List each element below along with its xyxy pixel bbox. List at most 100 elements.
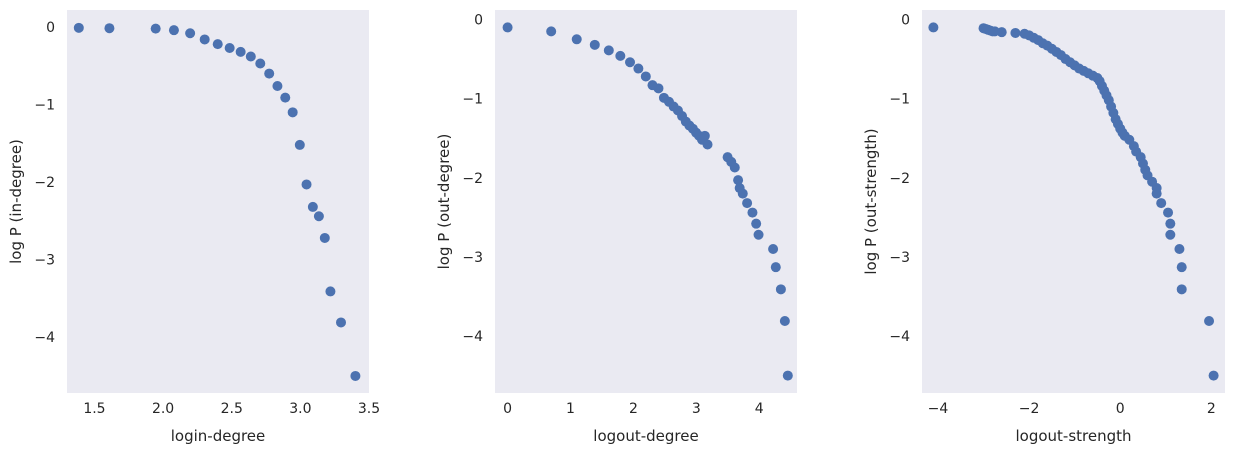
x-tick-label: 2.5 (221, 401, 243, 417)
y-tick-label: −4 (462, 329, 483, 345)
x-axis-label: logout-strength (1015, 427, 1131, 445)
y-tick-label: −1 (34, 98, 55, 114)
data-point (502, 22, 513, 33)
data-point (264, 68, 275, 79)
x-tick-label: 0 (1116, 401, 1125, 417)
data-point (1204, 315, 1215, 326)
data-point (640, 71, 651, 82)
data-point (224, 42, 235, 53)
y-tick-label: −2 (34, 175, 55, 191)
data-point (928, 22, 939, 33)
y-tick-label: −1 (462, 92, 483, 108)
y-tick-label: −2 (889, 171, 910, 187)
y-axis-label: log P (in-degree) (7, 139, 25, 264)
data-point (1151, 188, 1162, 199)
data-point (589, 39, 600, 50)
data-point (301, 179, 312, 190)
data-point (603, 45, 614, 56)
data-point (319, 232, 330, 243)
data-point (699, 130, 710, 141)
x-tick-label: 3 (692, 401, 701, 417)
y-tick-label: −3 (889, 250, 910, 266)
data-point (255, 58, 266, 69)
data-point (235, 46, 246, 57)
data-point (1176, 262, 1187, 273)
y-axis-label: log P (out-degree) (435, 134, 453, 270)
y-tick-label: 0 (901, 12, 910, 28)
data-point (779, 315, 790, 326)
data-point (742, 198, 753, 209)
y-tick-label: −2 (462, 171, 483, 187)
data-point (335, 317, 346, 328)
data-point (625, 57, 636, 68)
x-tick-label: −4 (928, 401, 949, 417)
data-point (1010, 27, 1021, 38)
y-tick-label: 0 (474, 12, 483, 28)
data-point (212, 39, 223, 50)
plot-area (922, 10, 1225, 393)
data-point (753, 229, 764, 240)
data-point (1176, 284, 1187, 295)
data-point (782, 370, 793, 381)
y-tick-label: −3 (462, 250, 483, 266)
x-tick-label: 2 (1207, 401, 1216, 417)
data-point (199, 34, 210, 45)
data-point (73, 22, 84, 33)
x-axis-label: login-degree (171, 427, 266, 445)
x-tick-label: 2.0 (152, 401, 174, 417)
chart-panel-2: 0 1 2 3 4 0 −1 −2 −3 −4 logout-degree log P (out-de… (435, 10, 797, 445)
x-tick-label: 3.0 (289, 401, 311, 417)
chart-panel-1: 1.5 2.0 2.5 3.0 3.5 0 −1 −2 −3 −4 login-degree log … (7, 10, 380, 445)
data-point (751, 218, 762, 229)
data-point (1163, 207, 1174, 218)
y-tick-label: −3 (34, 253, 55, 269)
data-point (996, 27, 1007, 38)
data-point (150, 23, 161, 34)
data-point (350, 370, 361, 381)
data-point (1165, 229, 1176, 240)
data-point (272, 80, 283, 91)
x-tick-label: −2 (1019, 401, 1040, 417)
data-point (280, 92, 291, 103)
data-point (325, 286, 336, 297)
data-point (633, 63, 644, 74)
data-point (768, 243, 779, 254)
data-point (770, 262, 781, 273)
data-point (737, 188, 748, 199)
chart-panel-3: −4 −2 0 2 0 −1 −2 −3 −4 logout-strength log P (out… (862, 10, 1225, 445)
data-point (653, 83, 664, 94)
data-point (615, 50, 626, 61)
x-tick-label: 1.5 (83, 401, 105, 417)
plot-area (67, 10, 369, 393)
x-tick-label: 0 (503, 401, 512, 417)
data-point (775, 284, 786, 295)
y-tick-label: −4 (889, 329, 910, 345)
data-point (571, 34, 582, 45)
x-tick-label: 3.5 (358, 401, 380, 417)
data-point (546, 26, 557, 37)
x-tick-label: 4 (755, 401, 764, 417)
data-point (702, 139, 713, 150)
y-tick-label: 0 (46, 20, 55, 36)
data-point (168, 25, 179, 36)
data-point (287, 107, 298, 118)
data-point (747, 207, 758, 218)
y-axis-label: log P (out-strength) (862, 128, 880, 274)
data-point (1208, 370, 1219, 381)
y-tick-label: −1 (889, 92, 910, 108)
data-point (1156, 198, 1167, 209)
data-point (733, 175, 744, 186)
x-axis-label: logout-degree (593, 427, 698, 445)
data-point (313, 211, 324, 222)
y-tick-label: −4 (34, 330, 55, 346)
data-point (307, 201, 318, 212)
data-point (1165, 218, 1176, 229)
data-point (185, 28, 196, 39)
data-point (729, 162, 740, 173)
x-tick-label: 2 (629, 401, 638, 417)
data-point (294, 139, 305, 150)
x-tick-label: 1 (566, 401, 575, 417)
data-point (245, 51, 256, 62)
data-point (1174, 243, 1185, 254)
